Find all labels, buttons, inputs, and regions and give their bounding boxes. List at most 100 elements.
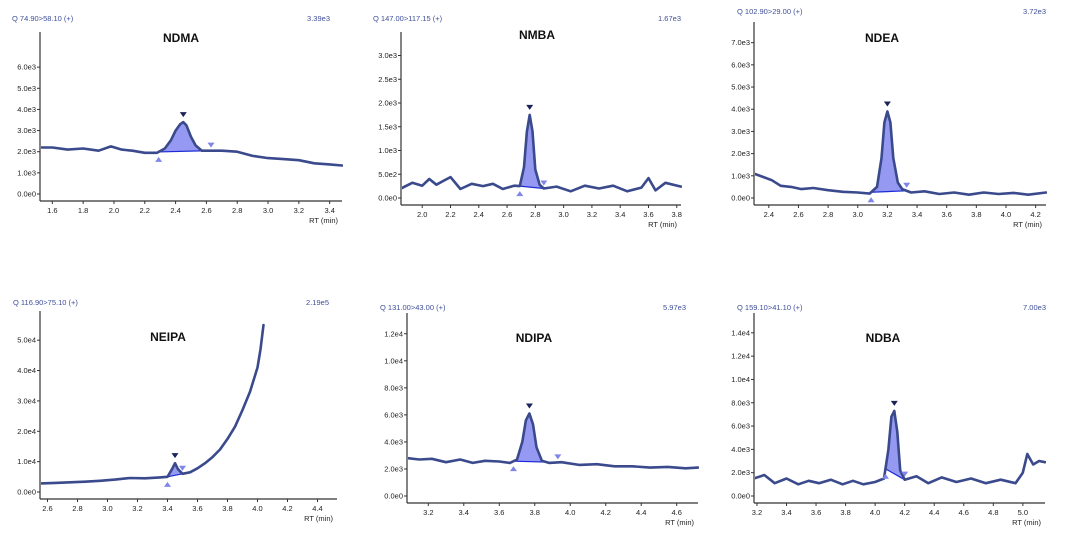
x-tick-label: 4.4 [636,508,646,517]
y-tick-label: 1.0e3 [378,146,397,155]
x-tick-label: 2.8 [232,206,242,215]
x-tick-label: 4.6 [671,508,681,517]
y-tick-label: 8.0e3 [384,383,403,392]
y-tick-label: 1.2e4 [384,329,403,338]
peak-apex-marker [526,104,534,110]
trace-line [402,113,682,193]
y-tick-label: 1.0e4 [731,375,750,384]
x-tick-label: 4.0 [252,504,262,513]
y-tick-label: 2.0e3 [731,468,750,477]
chart-title: NDMA [163,31,199,45]
x-tick-label: 4.0 [565,508,575,517]
x-tick-label: 2.2 [140,206,150,215]
peak-apex-marker [179,112,187,118]
y-tick-label: 3.0e3 [17,126,36,135]
x-tick-label: 3.6 [941,210,951,219]
y-tick-label: 2.0e3 [17,147,36,156]
peak-apex-marker [525,403,533,409]
y-tick-label: 1.0e4 [384,356,403,365]
peak-end-marker [901,471,909,477]
peak-end-marker [554,454,562,460]
y-tick-label: 7.0e3 [731,38,750,47]
peak-apex-marker [890,400,898,406]
x-tick-label: 2.8 [530,210,540,219]
y-tick-label: 6.0e3 [731,422,750,431]
x-tick-label: 2.4 [170,206,180,215]
x-axis-label: RT (min) [648,220,677,229]
x-tick-label: 3.2 [423,508,433,517]
y-tick-label: 6.0e3 [384,410,403,419]
x-tick-label: 4.0 [870,508,880,517]
trace-line [408,412,699,470]
x-tick-label: 4.6 [959,508,969,517]
x-tick-label: 3.2 [294,206,304,215]
y-tick-label: 0.0e0 [17,488,36,497]
peak-area [871,111,907,193]
peak-apex-marker [883,101,891,107]
trace-line [755,409,1046,486]
y-tick-label: 4.0e3 [731,445,750,454]
max-intensity-label: 1.67e3 [658,14,681,23]
y-tick-label: 0.0e0 [17,190,36,199]
transition-label: Q 131.00>43.00 (+) [380,303,446,312]
x-tick-label: 3.8 [222,504,232,513]
y-tick-label: 5.0e3 [17,84,36,93]
chart-title: NDBA [866,331,901,345]
y-tick-label: 2.0e3 [378,99,397,108]
y-tick-label: 4.0e3 [731,105,750,114]
chromatogram-neipa: Q 116.90>75.10 (+) 2.19e5 NEIPA 0.0e0 1.0e4 2… [13,298,337,523]
x-tick-label: 4.2 [601,508,611,517]
transition-label: Q 159.10>41.10 (+) [737,303,803,312]
x-tick-label: 4.2 [282,504,292,513]
max-intensity-label: 5.97e3 [663,303,686,312]
x-tick-label: 3.8 [672,210,682,219]
peak-baseline [519,185,544,190]
x-tick-label: 2.2 [445,210,455,219]
x-tick-label: 4.2 [899,508,909,517]
x-tick-label: 2.8 [823,210,833,219]
x-tick-label: 5.0 [1018,508,1028,517]
peak-baseline [885,468,905,481]
x-axis-label: RT (min) [665,518,694,527]
peak-area [513,413,558,463]
max-intensity-label: 3.39e3 [307,14,330,23]
y-tick-label: 2.0e3 [384,464,403,473]
x-tick-label: 3.6 [494,508,504,517]
peak-start-marker [509,466,517,472]
peak-baseline [167,473,183,478]
max-intensity-label: 2.19e5 [306,298,329,307]
x-tick-label: 3.2 [587,210,597,219]
trace-line [755,110,1047,196]
x-tick-label: 3.8 [530,508,540,517]
x-tick-label: 3.8 [840,508,850,517]
y-tick-label: 1.4e4 [731,328,750,337]
x-tick-label: 4.4 [312,504,322,513]
x-tick-label: 4.0 [1001,210,1011,219]
y-tick-label: 6.0e3 [731,60,750,69]
peak-start-marker [867,197,875,203]
x-tick-label: 1.8 [78,206,88,215]
peak-start-marker [164,481,171,487]
x-tick-label: 3.4 [781,508,791,517]
y-tick-label: 5.0e4 [17,336,36,345]
x-tick-label: 2.6 [502,210,512,219]
chromatogram-ndba: Q 159.10>41.10 (+) 7.00e3 NDBA 0.0e0 2.0e3 4.… [731,303,1046,527]
transition-label: Q 74.90>58.10 (+) [12,14,74,23]
y-tick-label: 8.0e3 [731,398,750,407]
y-tick-label: 1.2e4 [731,352,750,361]
chromatogram-ndma: Q 74.90>58.10 (+) 3.39e3 NDMA 0.0e0 1.0e3 2.0… [12,14,343,225]
y-tick-label: 2.0e4 [17,427,36,436]
peak-start-marker [881,473,889,479]
x-tick-label: 2.4 [474,210,484,219]
y-tick-label: 4.0e4 [17,366,36,375]
x-tick-label: 2.8 [72,504,82,513]
x-tick-label: 2.6 [793,210,803,219]
x-tick-label: 2.4 [764,210,774,219]
y-tick-label: 3.0e3 [378,51,397,60]
peak-area [158,122,211,152]
transition-label: Q 147.00>117.15 (+) [373,14,443,23]
x-tick-label: 3.4 [324,206,334,215]
x-tick-label: 2.6 [201,206,211,215]
y-tick-label: 1.5e3 [378,122,397,131]
x-tick-label: 3.2 [132,504,142,513]
